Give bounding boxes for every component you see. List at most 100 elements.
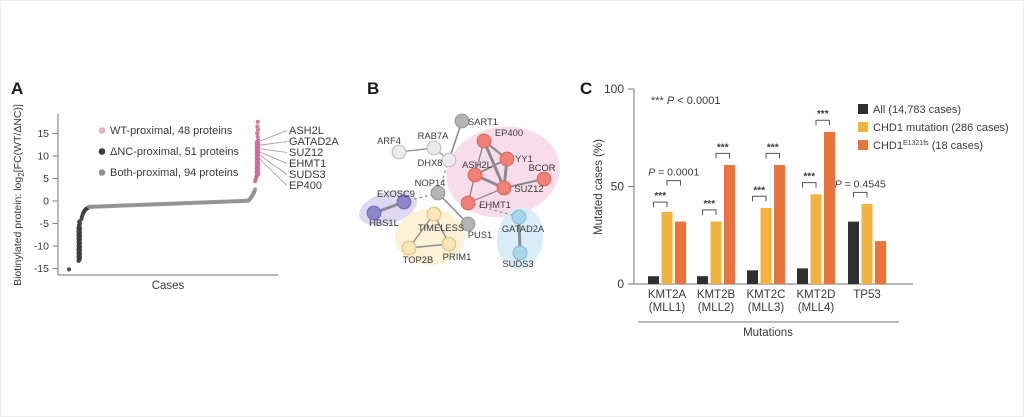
y-axis-label: Mutated cases (%) bbox=[593, 139, 605, 235]
y-tick-label: 10 bbox=[37, 151, 49, 163]
node-yy1 bbox=[499, 151, 515, 167]
node-gatad2a bbox=[511, 209, 527, 225]
y-tick-group: 0 50 100 bbox=[604, 82, 634, 291]
bracket bbox=[815, 119, 830, 126]
node-ep400 bbox=[476, 133, 492, 149]
node-label-timeless: TIMELESS bbox=[418, 222, 464, 233]
bar-kmt2c-s2 bbox=[774, 165, 785, 284]
bar-kmt2b-s0 bbox=[697, 276, 708, 284]
bracket-label: *** bbox=[767, 142, 779, 153]
category-label: KMT2B bbox=[697, 289, 736, 301]
category-sublabel: (MLL3) bbox=[748, 302, 785, 314]
panel-a: A 15 10 5 0 -5 -10 -15 WT-proximal, 48 protein… bbox=[11, 79, 339, 292]
node-top2b bbox=[401, 240, 417, 256]
callout-label: ASH2L bbox=[289, 125, 324, 137]
bar-kmt2a-s2 bbox=[675, 221, 686, 284]
category-label: KMT2A bbox=[648, 289, 687, 301]
node-timeless bbox=[426, 206, 442, 222]
node-label-bcor: BCOR bbox=[528, 162, 555, 173]
node-rab7a bbox=[426, 140, 442, 156]
scatter-point bbox=[255, 135, 260, 140]
node-label-exosc9: EXOSC9 bbox=[377, 188, 415, 199]
bar-kmt2c-s1 bbox=[760, 207, 772, 284]
bracket bbox=[702, 209, 717, 215]
panel-c-letter: C bbox=[580, 79, 592, 98]
callout-leader-line bbox=[259, 151, 288, 164]
bracket-label: *** bbox=[703, 199, 715, 210]
bracket bbox=[752, 195, 767, 202]
node-label-sart1: SART1 bbox=[468, 116, 498, 127]
node-exosc9 bbox=[396, 194, 412, 210]
bar-tp53-s0 bbox=[848, 221, 859, 284]
category-label: KMT2C bbox=[747, 289, 786, 301]
pvalue-annotation: *** P < 0.0001 bbox=[651, 95, 720, 107]
bracket-label: *** bbox=[817, 109, 829, 120]
node-nop14 bbox=[430, 185, 446, 201]
legend-label: All (14,783 cases) bbox=[873, 104, 961, 116]
y-tick-label: 0 bbox=[617, 277, 624, 291]
node-ehmt1 bbox=[460, 195, 476, 211]
bracket bbox=[653, 201, 668, 208]
legend-swatch bbox=[98, 148, 106, 155]
bar-kmt2d-s2 bbox=[824, 131, 835, 284]
callout-label: SUDS3 bbox=[289, 169, 326, 181]
legend-label: CHD1 mutation (286 cases) bbox=[873, 122, 1009, 134]
legend-swatch bbox=[98, 127, 106, 134]
bracket-label: P = 0.4545 bbox=[835, 178, 886, 190]
cluster-blob-pink-complex bbox=[446, 126, 560, 218]
y-tick-label: 0 bbox=[43, 196, 49, 208]
bracket-label: *** bbox=[753, 185, 765, 196]
node-label-gatad2a: GATAD2A bbox=[502, 223, 545, 234]
category-sublabel: (MLL4) bbox=[798, 302, 835, 314]
x-axis-label: Cases bbox=[152, 280, 185, 292]
callout-leader-line bbox=[260, 155, 288, 175]
node-dhx8 bbox=[441, 152, 457, 168]
bracket-label: *** bbox=[717, 142, 729, 153]
bar-kmt2d-s1 bbox=[810, 194, 822, 284]
scatter-point bbox=[256, 138, 261, 143]
node-label-ehmt1: EHMT1 bbox=[479, 199, 511, 210]
bar-kmt2d-s0 bbox=[797, 268, 808, 284]
panel-a-letter: A bbox=[11, 79, 23, 98]
category-labels: KMT2A(MLL1) KMT2B(MLL2) KMT2C(MLL3) KMT2D(M… bbox=[648, 289, 881, 314]
category-label: TP53 bbox=[853, 289, 881, 301]
bar-kmt2a-s1 bbox=[661, 211, 673, 284]
category-label: KMT2D bbox=[797, 289, 836, 301]
bar-kmt2c-s0 bbox=[747, 270, 758, 284]
category-sublabel: (MLL1) bbox=[649, 302, 686, 314]
callout-leader-line bbox=[259, 158, 288, 186]
significance-brackets: *** P = 0.0001 *** *** *** *** *** *** P = 0.454… bbox=[648, 109, 886, 215]
callout-leader-line bbox=[260, 141, 288, 146]
bar-tp53-s1 bbox=[861, 204, 873, 284]
node-bcor bbox=[536, 171, 552, 187]
bracket-label: P = 0.0001 bbox=[648, 167, 699, 179]
node-prim1 bbox=[441, 236, 457, 252]
bar-kmt2b-s1 bbox=[710, 221, 722, 284]
y-tick-label: 100 bbox=[604, 82, 624, 96]
bracket bbox=[715, 152, 730, 159]
callout-leader-line bbox=[260, 148, 288, 153]
legend-label: ΔNC-proximal, 51 proteins bbox=[110, 146, 240, 158]
node-label-ash2l: ASH2L bbox=[462, 159, 492, 170]
node-label-hbs1l: HBS1L bbox=[369, 217, 399, 228]
y-tick-label: -15 bbox=[34, 263, 49, 275]
node-label-arf4: ARF4 bbox=[377, 135, 401, 146]
bar-kmt2b-s2 bbox=[724, 165, 735, 284]
network-nodes bbox=[366, 113, 552, 261]
bracket bbox=[802, 182, 817, 188]
callout-leader-line bbox=[260, 130, 288, 142]
bracket bbox=[666, 180, 681, 186]
node-label-top2b: TOP2B bbox=[403, 254, 434, 265]
bar-kmt2a-s0 bbox=[648, 276, 659, 284]
bracket bbox=[853, 191, 868, 198]
panel-b-letter: B bbox=[367, 79, 379, 98]
scatter-point bbox=[255, 131, 260, 136]
y-tick-group: 15 10 5 0 -5 -10 -15 bbox=[34, 128, 58, 275]
legend-label: CHD1E1321fs (18 cases) bbox=[873, 140, 983, 152]
node-label-suds3: SUDS3 bbox=[502, 258, 533, 269]
y-tick-label: 5 bbox=[43, 173, 49, 185]
